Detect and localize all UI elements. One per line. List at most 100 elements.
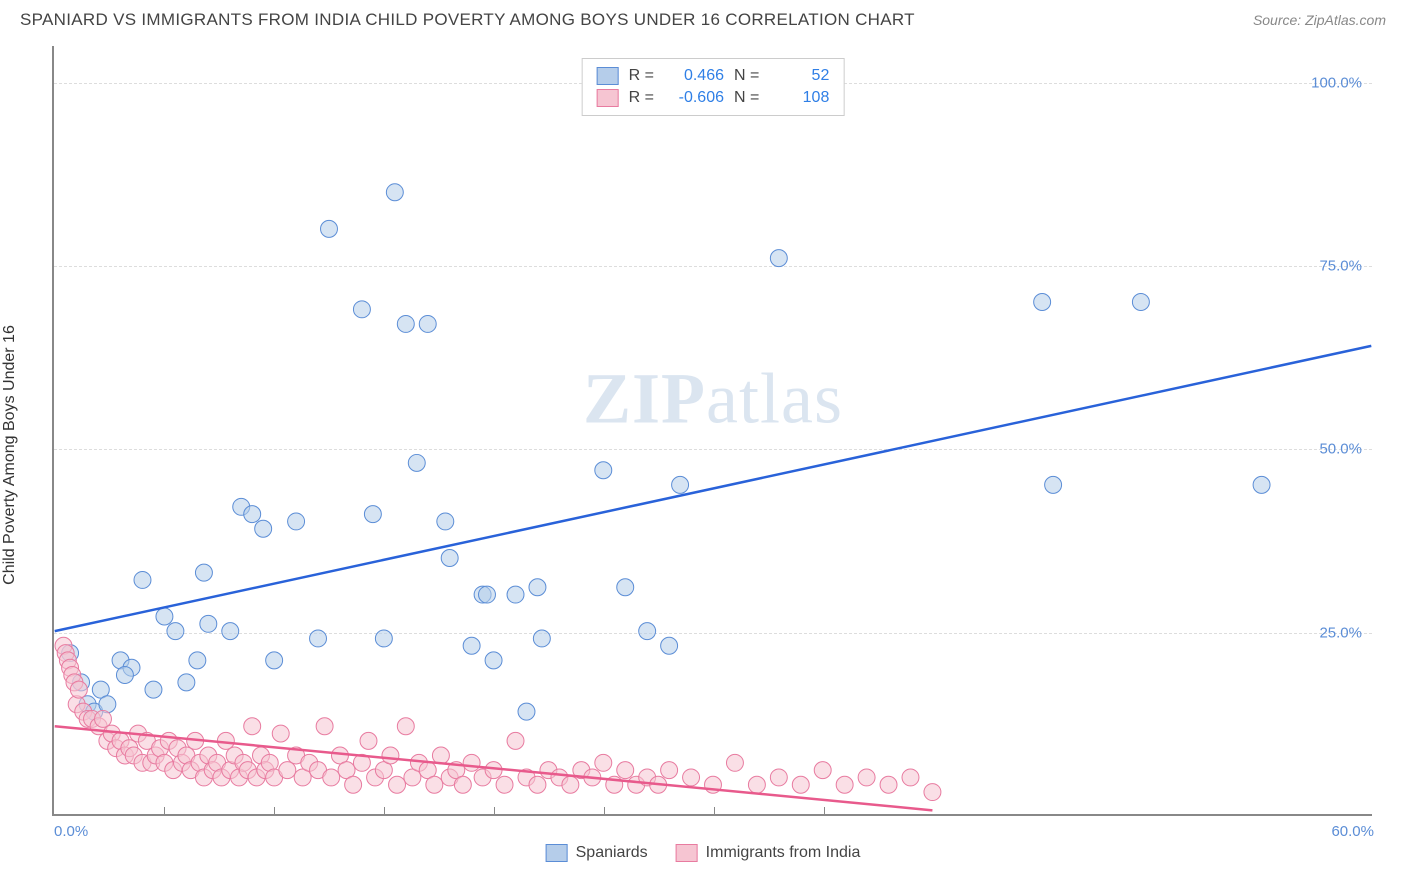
data-point: [441, 550, 458, 567]
data-point: [323, 769, 340, 786]
data-point: [321, 220, 338, 237]
data-point: [595, 462, 612, 479]
data-point: [1045, 476, 1062, 493]
data-point: [463, 637, 480, 654]
data-point: [345, 776, 362, 793]
data-point: [726, 754, 743, 771]
data-point: [485, 652, 502, 669]
data-point: [672, 476, 689, 493]
data-point: [617, 579, 634, 596]
ytick-label: 75.0%: [1319, 258, 1362, 275]
data-point: [836, 776, 853, 793]
data-point: [272, 725, 289, 742]
data-point: [1034, 294, 1051, 311]
data-point: [419, 315, 436, 332]
swatch-pink-icon: [597, 89, 619, 107]
data-point: [792, 776, 809, 793]
data-point: [222, 623, 239, 640]
data-point: [683, 769, 700, 786]
data-point: [244, 718, 261, 735]
data-point: [288, 513, 305, 530]
chart-area: Child Poverty Among Boys Under 16 ZIPatl…: [0, 36, 1406, 856]
data-point: [485, 762, 502, 779]
data-point: [397, 718, 414, 735]
data-point: [1253, 476, 1270, 493]
chart-title: SPANIARD VS IMMIGRANTS FROM INDIA CHILD …: [20, 10, 915, 30]
data-point: [529, 776, 546, 793]
ytick-label: 25.0%: [1319, 624, 1362, 641]
xtick-label: 60.0%: [1331, 823, 1374, 840]
data-point: [255, 520, 272, 537]
data-point: [279, 762, 296, 779]
y-axis-label: Child Poverty Among Boys Under 16: [1, 325, 19, 585]
xtick-label: 0.0%: [54, 823, 88, 840]
data-point: [924, 784, 941, 801]
data-point: [156, 608, 173, 625]
data-point: [748, 776, 765, 793]
data-point: [310, 630, 327, 647]
plot-region: ZIPatlas R = 0.466 N = 52 R = -0.606 N =…: [52, 46, 1372, 816]
source-label: Source: ZipAtlas.com: [1253, 12, 1386, 28]
data-point: [661, 637, 678, 654]
data-point: [880, 776, 897, 793]
n-value-immigrants: 108: [769, 89, 829, 107]
data-point: [134, 571, 151, 588]
r-value-spaniards: 0.466: [664, 67, 724, 85]
data-point: [479, 586, 496, 603]
data-point: [617, 762, 634, 779]
n-value-spaniards: 52: [769, 67, 829, 85]
data-point: [200, 615, 217, 632]
trend-line: [55, 346, 1372, 631]
data-point: [397, 315, 414, 332]
swatch-pink-icon: [676, 844, 698, 862]
data-point: [562, 776, 579, 793]
swatch-blue-icon: [597, 67, 619, 85]
data-point: [375, 630, 392, 647]
legend-item-immigrants: Immigrants from India: [676, 844, 861, 862]
data-point: [533, 630, 550, 647]
data-point: [95, 710, 112, 727]
ytick-label: 100.0%: [1311, 74, 1362, 91]
data-point: [437, 513, 454, 530]
data-point: [814, 762, 831, 779]
data-point: [1132, 294, 1149, 311]
data-point: [507, 732, 524, 749]
data-point: [639, 623, 656, 640]
data-point: [360, 732, 377, 749]
data-point: [316, 718, 333, 735]
data-point: [70, 681, 87, 698]
stats-row-immigrants: R = -0.606 N = 108: [597, 87, 830, 109]
data-point: [389, 776, 406, 793]
data-point: [661, 762, 678, 779]
data-point: [595, 754, 612, 771]
data-point: [266, 652, 283, 669]
data-point: [770, 250, 787, 267]
data-point: [529, 579, 546, 596]
data-point: [189, 652, 206, 669]
data-point: [408, 454, 425, 471]
data-point: [386, 184, 403, 201]
data-point: [454, 776, 471, 793]
data-point: [167, 623, 184, 640]
data-point: [178, 674, 195, 691]
chart-header: SPANIARD VS IMMIGRANTS FROM INDIA CHILD …: [0, 0, 1406, 36]
correlation-stats-box: R = 0.466 N = 52 R = -0.606 N = 108: [582, 58, 845, 116]
data-point: [195, 564, 212, 581]
data-point: [426, 776, 443, 793]
legend-item-spaniards: Spaniards: [546, 844, 648, 862]
data-point: [858, 769, 875, 786]
data-point: [244, 506, 261, 523]
data-point: [382, 747, 399, 764]
data-point: [145, 681, 162, 698]
data-point: [770, 769, 787, 786]
scatter-svg: [54, 46, 1372, 814]
data-point: [353, 301, 370, 318]
data-point: [116, 667, 133, 684]
data-point: [496, 776, 513, 793]
data-point: [507, 586, 524, 603]
swatch-blue-icon: [546, 844, 568, 862]
legend: Spaniards Immigrants from India: [546, 844, 861, 862]
data-point: [902, 769, 919, 786]
r-value-immigrants: -0.606: [664, 89, 724, 107]
stats-row-spaniards: R = 0.466 N = 52: [597, 65, 830, 87]
